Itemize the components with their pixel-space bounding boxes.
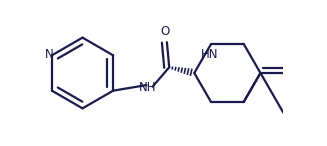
Text: HN: HN bbox=[201, 48, 218, 61]
Text: N: N bbox=[44, 48, 53, 61]
Text: NH: NH bbox=[139, 81, 156, 94]
Text: O: O bbox=[161, 25, 170, 38]
